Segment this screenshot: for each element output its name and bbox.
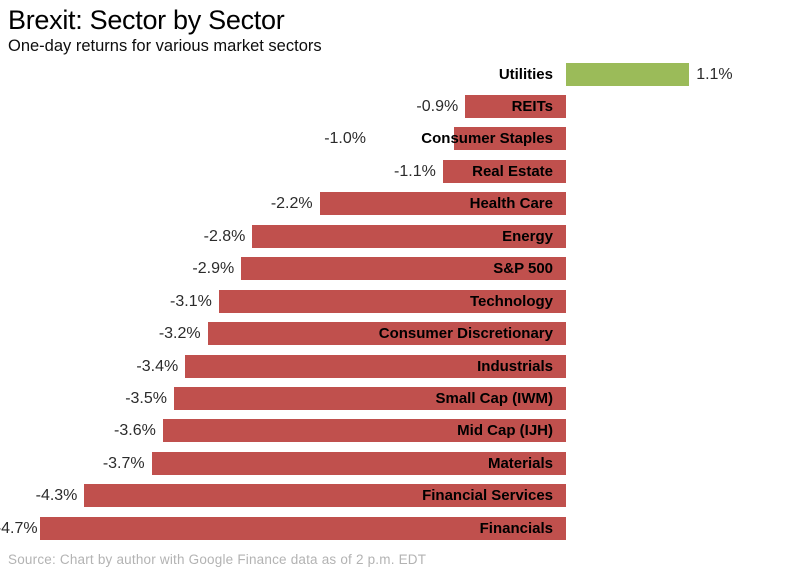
category-label-utilities: Utilities [498, 65, 553, 83]
category-label-health-care: Health Care [469, 195, 553, 213]
bar-s-p-500 [241, 257, 566, 281]
value-label-financial-services: -4.3% [35, 487, 78, 505]
value-label-energy: -2.8% [203, 227, 246, 245]
category-label-industrials: Industrials [477, 357, 553, 375]
category-label-consumer-discretionary: Consumer Discretionary [378, 325, 553, 343]
category-label-mid-cap-ijh: Mid Cap (IJH) [457, 422, 553, 440]
value-label-financials: -4.7% [0, 519, 38, 537]
bar-consumer-discretionary [207, 322, 566, 346]
bar-real-estate [442, 159, 566, 183]
value-label-health-care: -2.2% [270, 195, 313, 213]
category-label-small-cap-iwm: Small Cap (IWM) [435, 390, 553, 407]
bar-financial-services [84, 484, 566, 508]
bar-materials [151, 451, 566, 475]
value-label-industrials: -3.4% [136, 357, 179, 375]
category-label-real-estate: Real Estate [472, 162, 553, 180]
value-label-utilities: 1.1% [696, 65, 733, 83]
category-label-materials: Materials [487, 454, 553, 472]
bar-financials [39, 516, 566, 540]
category-label-technology: Technology [469, 292, 553, 310]
chart-subtitle: One-day returns for various market secto… [8, 37, 322, 55]
value-label-consumer-discretionary: -3.2% [158, 325, 201, 343]
value-label-real-estate: -1.1% [394, 162, 436, 180]
category-label-s-p-500: S&P 500 [493, 260, 553, 278]
source-note: Source: Chart by author with Google Fina… [8, 552, 427, 567]
bar-health-care [319, 192, 566, 216]
bar-reits [465, 94, 566, 118]
bar-small-cap-iwm [174, 387, 566, 410]
category-label-consumer-staples: Consumer Staples [421, 130, 553, 148]
bar-consumer-staples [454, 127, 566, 151]
bar-energy [252, 224, 566, 248]
value-label-technology: -3.1% [170, 292, 212, 310]
chart-title: Brexit: Sector by Sector [8, 5, 285, 35]
category-label-reits: REITs [511, 97, 553, 115]
value-label-s-p-500: -2.9% [192, 260, 235, 278]
value-label-materials: -3.7% [102, 454, 145, 472]
value-label-small-cap-iwm: -3.5% [125, 390, 167, 407]
value-label-reits: -0.9% [416, 97, 459, 115]
category-label-energy: Energy [502, 227, 553, 245]
category-label-financial-services: Financial Services [422, 487, 553, 505]
bar-utilities [566, 62, 690, 86]
bar-mid-cap-ijh [162, 419, 566, 443]
value-label-consumer-staples: -1.0% [324, 130, 366, 148]
bar-industrials [185, 354, 566, 378]
bar-technology [218, 289, 566, 313]
category-label-financials: Financials [479, 519, 553, 537]
value-label-mid-cap-ijh: -3.6% [114, 422, 156, 440]
